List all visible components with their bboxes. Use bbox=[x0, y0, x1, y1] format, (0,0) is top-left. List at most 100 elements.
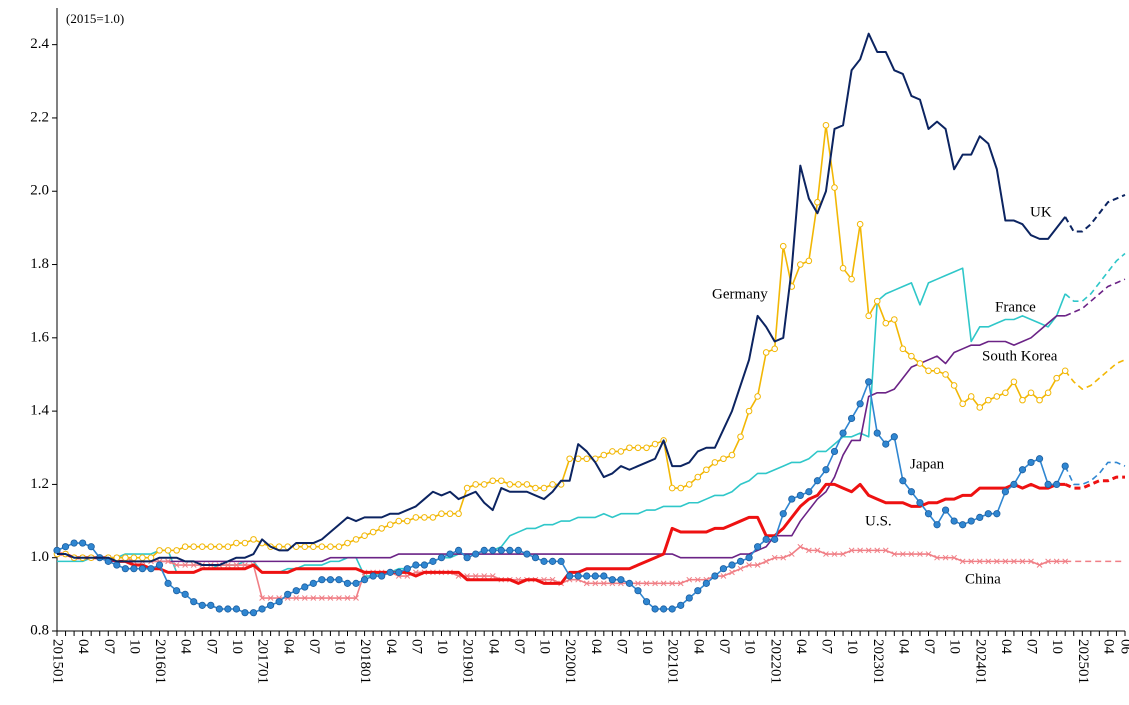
marker bbox=[737, 433, 744, 441]
marker bbox=[233, 562, 240, 568]
x-tick-label: 06 bbox=[1118, 639, 1129, 655]
marker bbox=[830, 447, 839, 456]
marker bbox=[566, 455, 573, 463]
marker bbox=[489, 546, 497, 554]
marker bbox=[933, 521, 941, 529]
marker bbox=[1010, 480, 1018, 489]
marker bbox=[1053, 558, 1060, 565]
marker bbox=[933, 367, 941, 375]
marker bbox=[224, 605, 232, 613]
marker bbox=[780, 554, 787, 561]
marker bbox=[165, 558, 171, 565]
marker bbox=[754, 543, 762, 551]
marker bbox=[873, 429, 881, 437]
marker bbox=[668, 484, 676, 492]
marker bbox=[643, 580, 650, 587]
marker bbox=[874, 547, 881, 554]
marker bbox=[908, 551, 915, 557]
marker bbox=[839, 429, 847, 437]
marker bbox=[1062, 558, 1069, 565]
marker bbox=[788, 495, 796, 503]
series-label: France bbox=[995, 299, 1036, 315]
marker bbox=[754, 562, 761, 568]
marker bbox=[625, 579, 634, 587]
marker bbox=[319, 595, 325, 601]
marker bbox=[1001, 488, 1009, 496]
marker bbox=[207, 601, 215, 609]
x-tick-label: 10 bbox=[434, 639, 450, 654]
marker bbox=[788, 551, 795, 557]
y-tick-label: 1.8 bbox=[30, 256, 49, 272]
marker bbox=[403, 565, 411, 573]
marker bbox=[360, 576, 369, 584]
marker bbox=[600, 580, 607, 587]
x-tick-label: 04 bbox=[178, 639, 194, 655]
marker bbox=[1019, 558, 1026, 565]
marker bbox=[1018, 466, 1027, 474]
marker bbox=[310, 543, 317, 551]
x-tick-label: 10 bbox=[229, 639, 245, 654]
marker bbox=[736, 557, 745, 565]
marker bbox=[395, 517, 403, 525]
marker bbox=[181, 590, 189, 598]
marker bbox=[934, 554, 940, 561]
marker bbox=[190, 598, 198, 606]
marker bbox=[968, 558, 975, 565]
marker bbox=[899, 345, 907, 353]
marker bbox=[993, 558, 1000, 565]
marker bbox=[164, 579, 172, 587]
marker bbox=[951, 554, 957, 561]
marker bbox=[993, 510, 1001, 518]
marker bbox=[634, 587, 642, 595]
marker bbox=[173, 562, 180, 568]
marker bbox=[480, 481, 488, 488]
marker bbox=[429, 557, 437, 565]
marker bbox=[1061, 367, 1069, 375]
marker bbox=[848, 547, 855, 554]
marker bbox=[942, 371, 949, 378]
x-tick-label: 04 bbox=[383, 639, 399, 655]
marker bbox=[865, 547, 872, 554]
marker bbox=[891, 551, 898, 557]
marker bbox=[215, 605, 223, 613]
marker bbox=[284, 590, 292, 598]
marker bbox=[446, 550, 454, 558]
marker bbox=[831, 551, 838, 557]
marker bbox=[343, 579, 352, 587]
series-line bbox=[57, 482, 1066, 585]
marker bbox=[421, 514, 428, 521]
forecast-line bbox=[1064, 252, 1126, 302]
marker bbox=[327, 595, 334, 601]
marker bbox=[130, 565, 138, 573]
marker bbox=[711, 459, 719, 466]
marker bbox=[378, 525, 385, 532]
marker bbox=[797, 543, 804, 550]
marker bbox=[822, 466, 830, 474]
marker bbox=[335, 576, 343, 584]
marker bbox=[617, 576, 625, 584]
marker bbox=[216, 543, 223, 551]
x-tick-label: 201801 bbox=[357, 639, 373, 684]
y-tick-label: 1.4 bbox=[30, 403, 49, 419]
series-line bbox=[57, 267, 1066, 577]
x-tick-label: 07 bbox=[613, 639, 629, 655]
marker bbox=[865, 312, 872, 320]
marker bbox=[985, 558, 992, 565]
marker bbox=[481, 573, 488, 579]
marker bbox=[266, 601, 275, 609]
x-tick-label: 04 bbox=[280, 639, 296, 655]
marker bbox=[395, 568, 403, 576]
marker bbox=[1045, 558, 1051, 565]
forecast-line bbox=[1064, 193, 1126, 233]
marker bbox=[540, 557, 548, 565]
marker bbox=[941, 506, 950, 514]
marker bbox=[900, 551, 906, 557]
marker bbox=[848, 275, 855, 283]
marker bbox=[1053, 374, 1060, 382]
marker bbox=[446, 510, 454, 518]
x-tick-label: 10 bbox=[537, 639, 553, 654]
marker bbox=[480, 546, 488, 554]
marker bbox=[429, 514, 437, 521]
